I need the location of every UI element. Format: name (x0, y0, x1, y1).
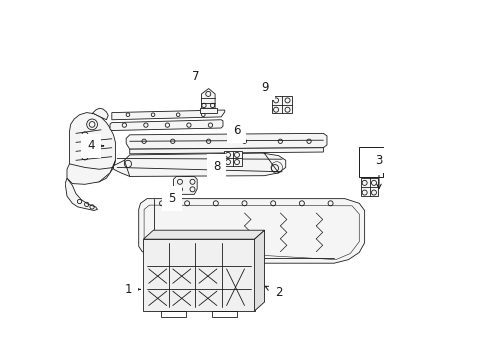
Text: 8: 8 (212, 160, 221, 173)
Text: 7: 7 (192, 70, 200, 83)
Polygon shape (143, 230, 264, 239)
Polygon shape (67, 160, 115, 184)
Text: 6: 6 (232, 124, 240, 137)
Polygon shape (129, 148, 323, 154)
Text: 3: 3 (374, 154, 382, 189)
Polygon shape (112, 110, 224, 120)
Polygon shape (143, 239, 254, 311)
Polygon shape (113, 153, 285, 176)
Polygon shape (223, 150, 241, 166)
Text: 9: 9 (261, 81, 268, 94)
Polygon shape (272, 96, 292, 113)
Polygon shape (182, 167, 188, 176)
Text: 1: 1 (124, 283, 140, 296)
Text: 2: 2 (264, 286, 282, 300)
Text: 4: 4 (87, 139, 103, 152)
Polygon shape (92, 108, 108, 120)
Polygon shape (254, 230, 264, 311)
Polygon shape (360, 178, 378, 196)
Polygon shape (110, 120, 223, 131)
Polygon shape (69, 113, 115, 182)
Polygon shape (173, 176, 197, 194)
Polygon shape (139, 199, 364, 263)
Polygon shape (126, 134, 326, 149)
Polygon shape (199, 108, 217, 113)
Polygon shape (65, 178, 97, 211)
Polygon shape (179, 163, 191, 167)
Polygon shape (201, 89, 215, 108)
Text: 5: 5 (168, 192, 176, 205)
